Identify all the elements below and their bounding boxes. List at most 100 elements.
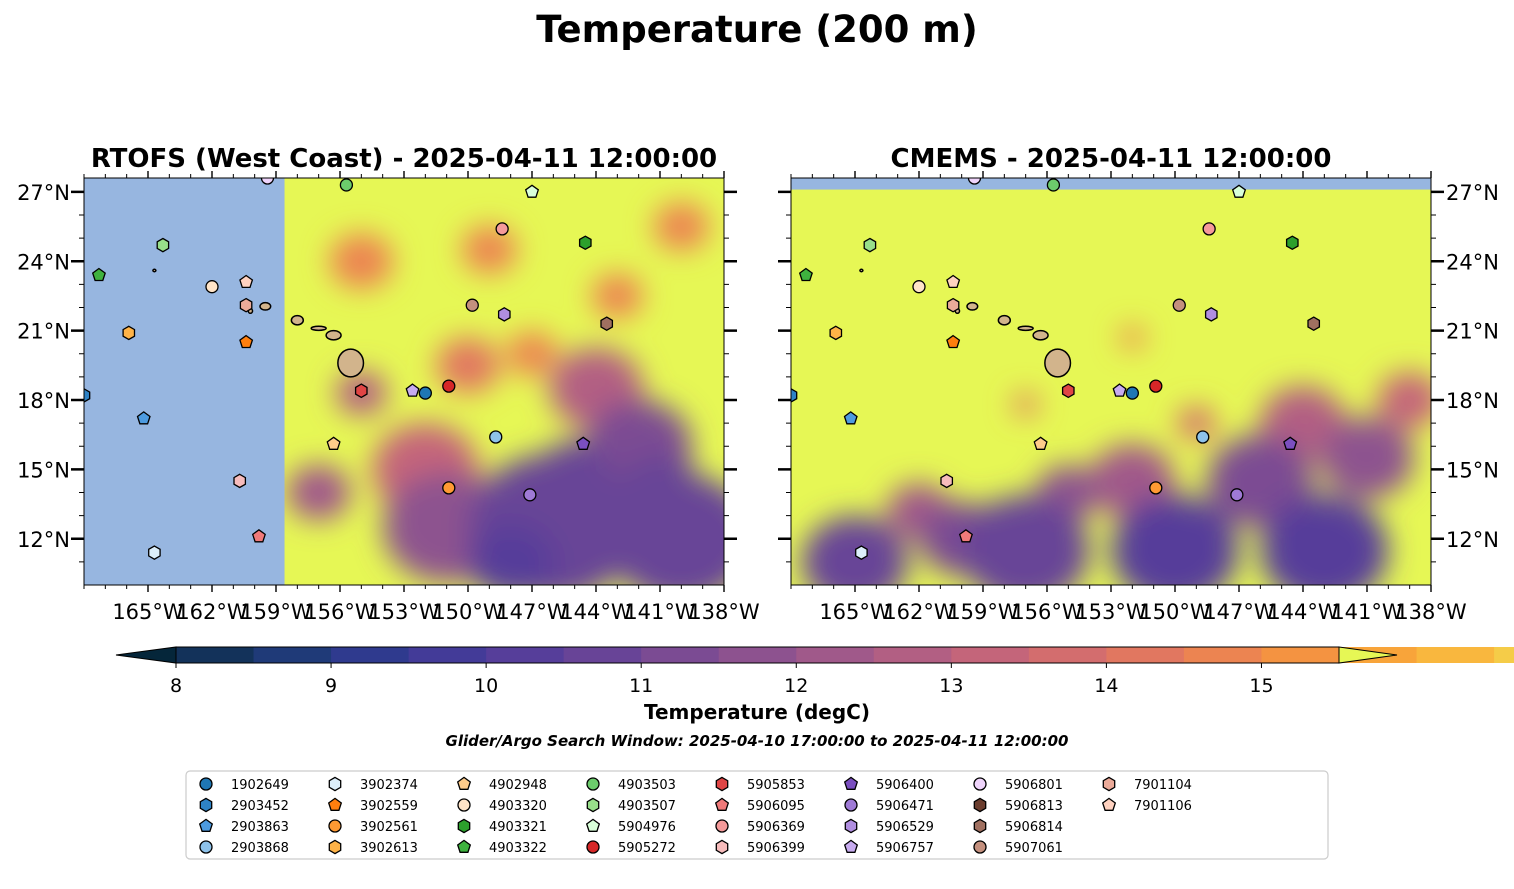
legend-item-5905272: 5905272: [586, 840, 676, 856]
legend-marker: [199, 797, 213, 813]
x-tick-label: 138°W: [688, 600, 760, 624]
legend-item-4903320: 4903320: [457, 798, 547, 814]
legend-label: 5906400: [876, 778, 934, 793]
legend-item-5905853: 5905853: [715, 776, 805, 793]
colorbar-tick-label: 8: [170, 675, 182, 697]
float-marker-5906471: [1230, 488, 1244, 502]
legend-label: 2903452: [231, 799, 289, 814]
temperature-contour-patch: [591, 273, 643, 319]
legend-item-5906095: 5906095: [714, 797, 805, 814]
legend-label: 5905272: [618, 841, 676, 856]
legend-marker: [456, 839, 472, 853]
float-marker-5906399: [233, 473, 247, 489]
float-marker-3902561: [442, 481, 456, 495]
legend-item-4903322: 4903322: [456, 839, 547, 856]
legend-marker: [586, 777, 600, 791]
y-tick-label: 21°N: [1446, 320, 1499, 344]
x-tick-label: 147°W: [1203, 600, 1275, 624]
x-tick-label: 150°W: [1139, 600, 1211, 624]
island-maui: [1032, 329, 1049, 341]
island-necker: [859, 268, 864, 273]
legend-label: 7901106: [1134, 799, 1192, 814]
float-marker-2903863: [843, 411, 858, 425]
colorbar-tick-label: 14: [1094, 675, 1118, 697]
temperature-contour-patch: [1377, 372, 1431, 428]
figure-title: Temperature (200 m): [536, 8, 978, 51]
legend-item-4902948: 4902948: [456, 776, 547, 793]
x-tick-label: 156°W: [1011, 600, 1083, 624]
legend-label: 3902559: [360, 799, 418, 814]
float-marker-2903452: [791, 388, 798, 403]
float-marker-5907061: [1172, 298, 1186, 312]
float-marker-1902649: [1125, 386, 1139, 400]
float-marker-3902613: [122, 325, 136, 341]
y-tick-label: 24°N: [17, 250, 70, 274]
legend-marker: [457, 798, 471, 812]
legend-label: 5906757: [876, 841, 934, 856]
legend-marker: [973, 818, 987, 834]
x-tick-label: 156°W: [304, 600, 376, 624]
legend-marker: [844, 818, 858, 834]
x-tick-label: 144°W: [1267, 600, 1339, 624]
float-marker-3902374: [855, 545, 868, 560]
search-window-subtitle: Glider/Argo Search Window: 2025-04-10 17…: [446, 732, 1069, 750]
temperature-contour-patch: [1207, 434, 1314, 528]
island-molokai: [310, 325, 327, 332]
colorbar: 8 9 10 11 12 13 14 15: [115, 646, 1514, 697]
legend-item-3902613: 3902613: [328, 839, 418, 856]
legend-item-5906814: 5906814: [973, 818, 1063, 835]
colorbar-level: [176, 647, 255, 663]
float-marker-5906400: [576, 436, 591, 450]
temperature-contour-patch: [461, 225, 518, 274]
colorbar-level: [253, 647, 332, 663]
legend-label: 4903320: [489, 799, 547, 814]
float-marker-2903863: [136, 411, 151, 425]
temperature-contour-patch: [1119, 326, 1146, 349]
float-marker-2903868: [489, 430, 503, 444]
float-marker-5906369: [495, 222, 509, 236]
legend-label: 5906471: [876, 799, 934, 814]
colorbar-level: [641, 647, 720, 663]
colorbar-level: [1261, 647, 1340, 663]
float-marker-4902948: [1033, 436, 1048, 450]
legend-label: 4903321: [489, 820, 547, 835]
float-legend: 1902649 2903452 2903863 2903868 3902374 39025…: [185, 770, 1329, 860]
colorbar-level: [1416, 647, 1495, 663]
float-marker-4903507: [863, 237, 877, 253]
legend-item-5906399: 5906399: [715, 839, 805, 856]
legend-item-5906801: 5906801: [973, 777, 1063, 793]
float-marker-3902561: [1149, 481, 1163, 495]
float-marker-5906095: [251, 528, 266, 543]
colorbar-tick-label: 9: [325, 675, 337, 697]
colorbar-level: [796, 647, 875, 663]
legend-marker: [715, 776, 729, 792]
float-marker-4903503: [339, 178, 354, 192]
colorbar-label: Temperature (degC): [644, 700, 870, 724]
float-marker-4903507: [156, 237, 170, 253]
float-marker-1902649: [418, 386, 432, 400]
legend-marker: [328, 839, 342, 855]
legend-label: 5906095: [747, 799, 805, 814]
colorbar-level: [1183, 647, 1262, 663]
legend-marker: [457, 818, 471, 834]
legend-label: 3902613: [360, 841, 418, 856]
temperature-contour-patch: [1177, 406, 1216, 440]
float-marker-5906399: [940, 473, 954, 489]
colorbar-level: [486, 647, 565, 663]
legend-marker: [844, 798, 858, 812]
float-marker-5906757: [1112, 383, 1127, 397]
island-maui: [325, 329, 342, 341]
no-data-region: [84, 178, 285, 585]
island-necker: [152, 268, 157, 273]
colorbar-level: [1028, 647, 1107, 663]
x-tick-label: 153°W: [1075, 600, 1147, 624]
legend-marker: [843, 839, 859, 853]
legend-item-5907061: 5907061: [973, 840, 1063, 856]
legend-item-2903868: 2903868: [199, 840, 289, 856]
float-marker-4903503: [1046, 178, 1061, 192]
temperature-contour-patch: [286, 464, 351, 521]
legend-label: 3902374: [360, 778, 418, 793]
float-marker-5906095: [958, 528, 973, 543]
temperature-contour-patch: [1012, 393, 1039, 416]
